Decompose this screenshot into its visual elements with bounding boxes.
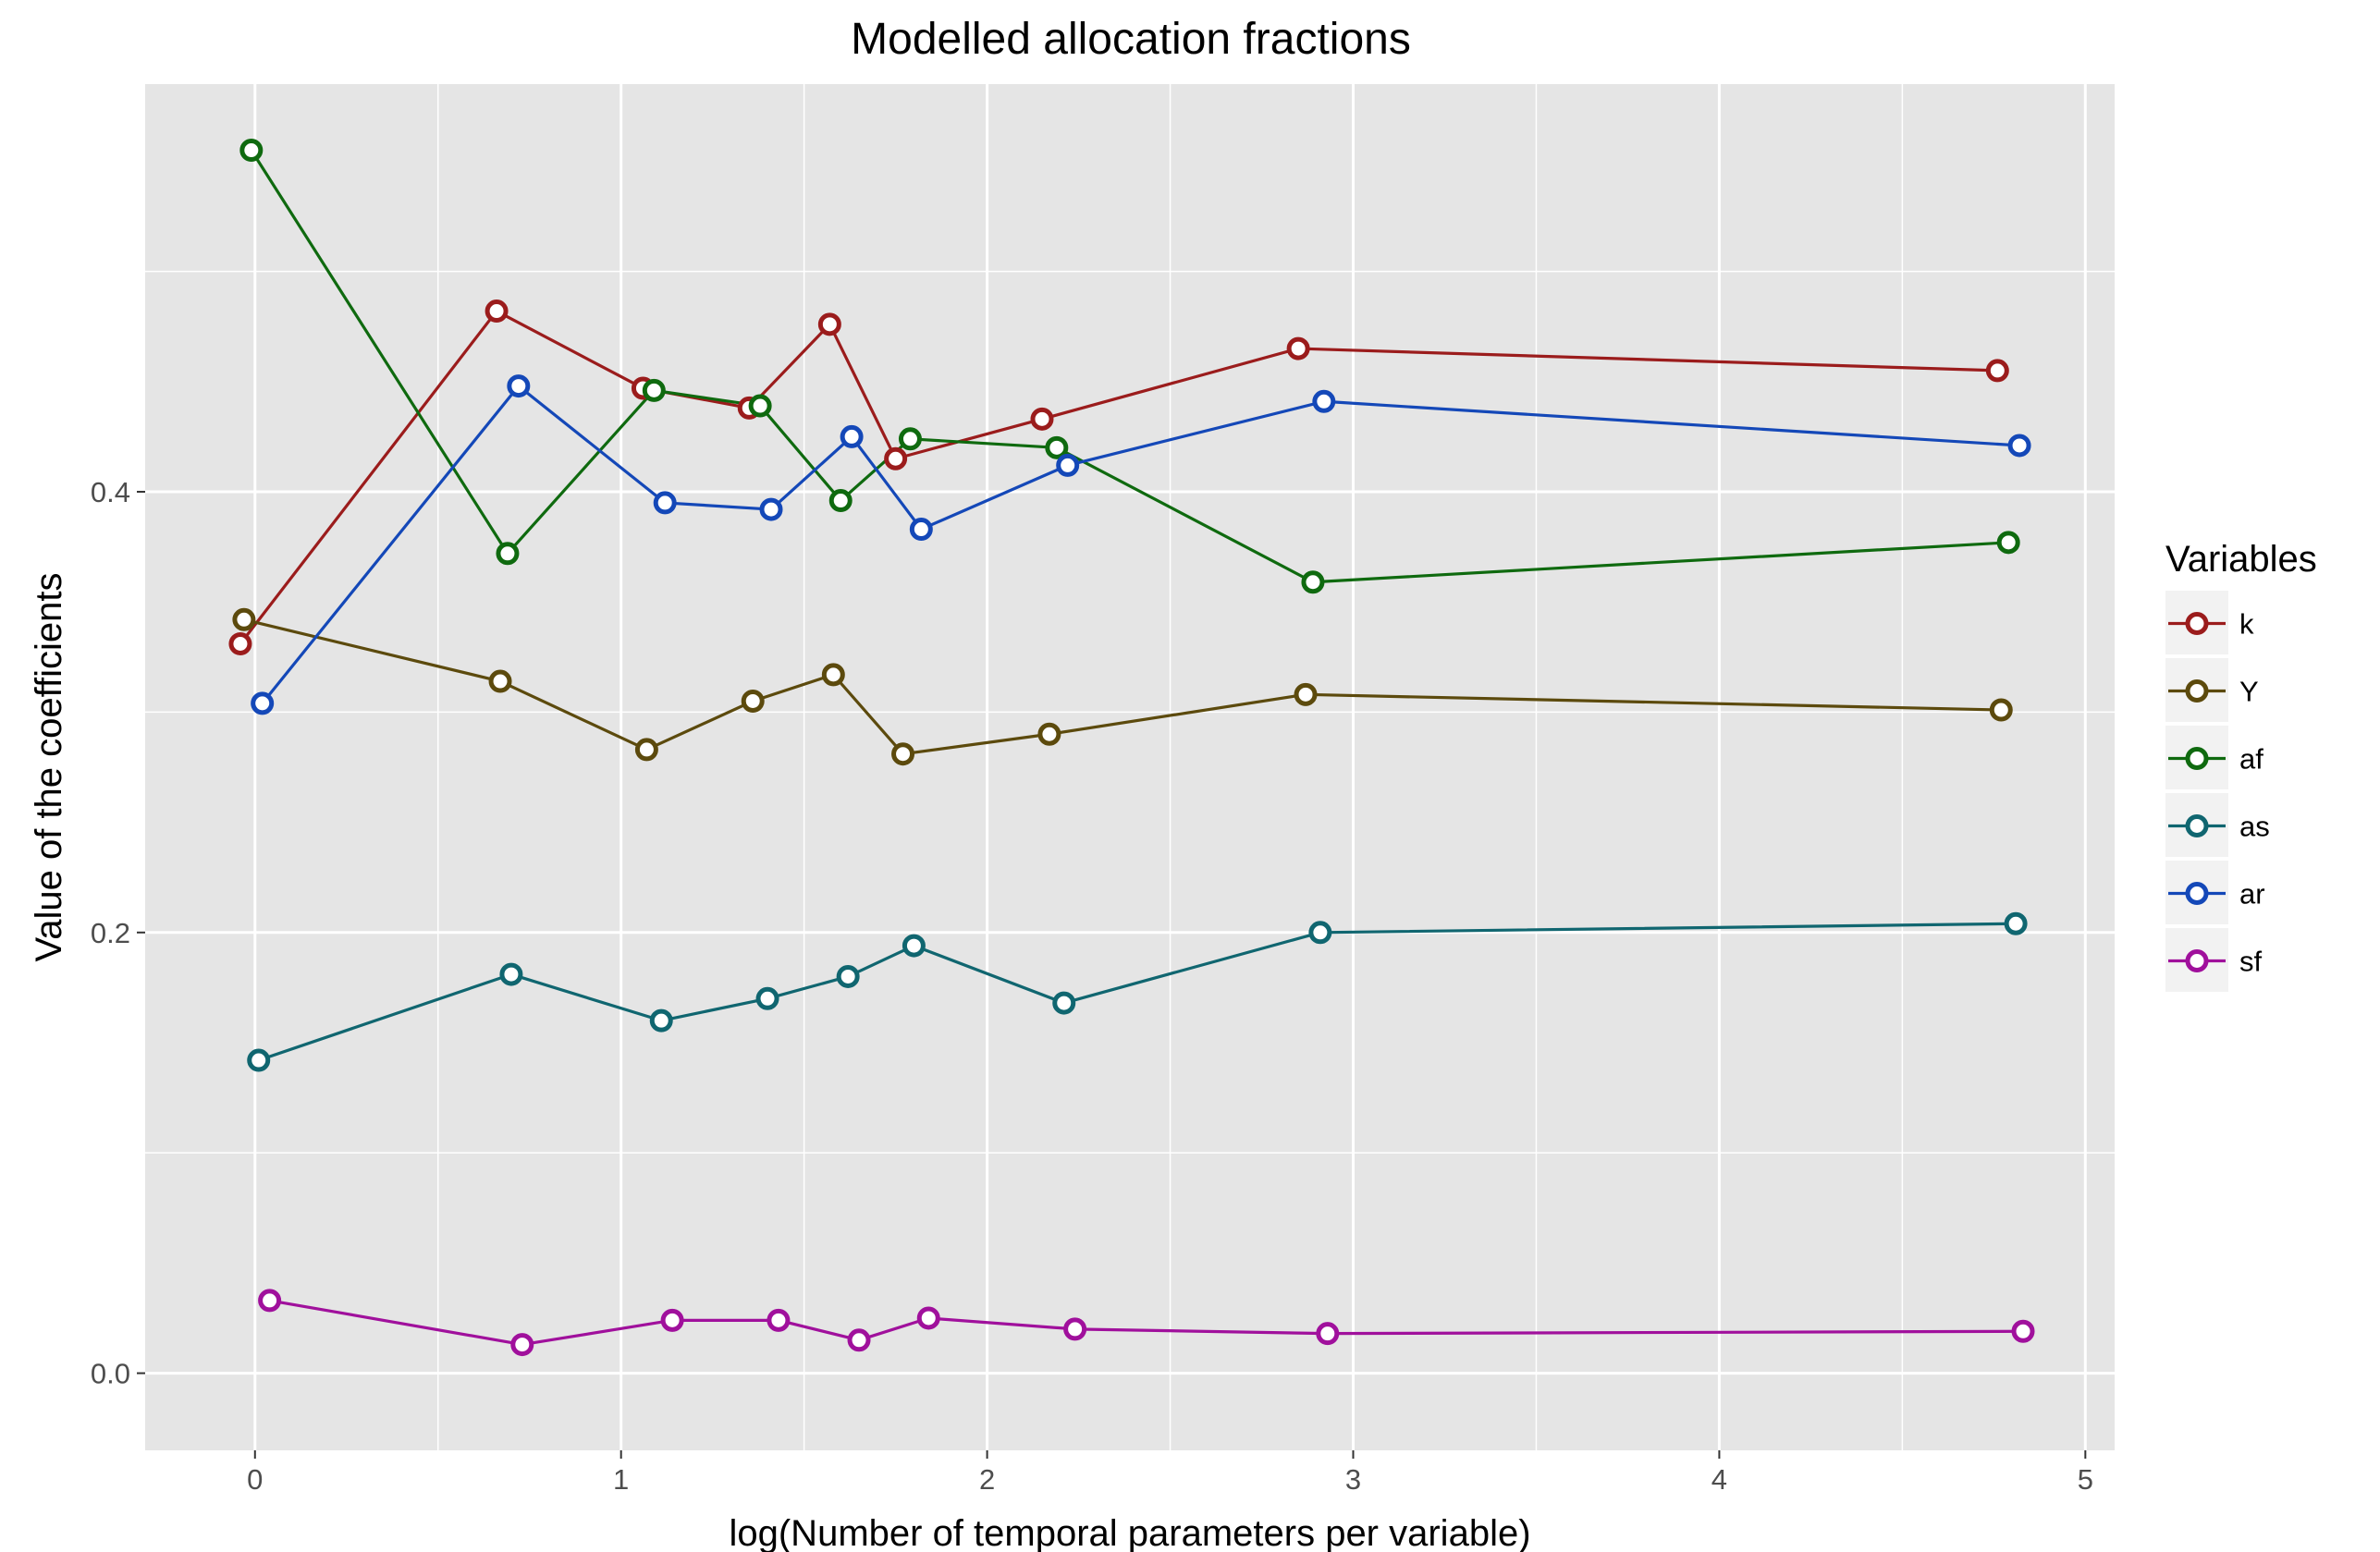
- major-gridlines: [145, 84, 2115, 1450]
- data-point-sf: [2011, 1319, 2035, 1343]
- legend-items: k Yaf as ar sf: [2165, 591, 2270, 992]
- x-tick-label: 1: [613, 1463, 629, 1496]
- data-point-sf: [847, 1328, 871, 1352]
- data-point-k: [485, 299, 509, 324]
- legend: Variables k Yaf as ar sf: [2165, 539, 2317, 992]
- x-tick-label: 2: [979, 1463, 995, 1496]
- data-point-as: [2004, 911, 2028, 935]
- legend-title: Variables: [2165, 539, 2317, 580]
- data-point-as: [649, 1008, 673, 1033]
- data-point-ar: [909, 518, 933, 542]
- legend-label-af: af: [2239, 743, 2263, 776]
- data-point-Y: [741, 689, 765, 713]
- data-point-as: [902, 934, 926, 958]
- data-point-ar: [507, 374, 531, 398]
- legend-key-point-ar: [2185, 882, 2209, 905]
- legend-label-sf: sf: [2239, 946, 2263, 978]
- data-point-as: [755, 986, 779, 1010]
- data-point-sf: [258, 1289, 282, 1313]
- y-tick-label: 0.4: [91, 476, 130, 508]
- x-tick-label: 3: [1345, 1463, 1361, 1496]
- data-point-k: [1030, 407, 1054, 431]
- data-point-Y: [1989, 698, 2013, 722]
- plot-panel: [145, 84, 2115, 1450]
- data-point-as: [836, 964, 860, 988]
- data-point-sf: [1316, 1322, 1340, 1346]
- data-point-as: [499, 962, 523, 986]
- data-point-af: [642, 378, 666, 402]
- legend-label-k: k: [2239, 608, 2254, 641]
- data-point-af: [828, 489, 853, 513]
- data-point-af: [1996, 531, 2020, 555]
- data-point-Y: [634, 738, 658, 762]
- x-tick-label: 4: [1711, 1463, 1727, 1496]
- x-tick-label: 5: [2078, 1463, 2093, 1496]
- data-point-k: [817, 312, 841, 336]
- data-point-k: [1286, 336, 1310, 361]
- y-tick-label: 0.2: [91, 917, 130, 949]
- legend-label-as: as: [2239, 811, 2270, 843]
- y-axis-title: Value of the coefficients: [29, 572, 69, 961]
- legend-key-point-sf: [2185, 949, 2209, 972]
- data-point-sf: [660, 1308, 684, 1332]
- series-layer: [228, 139, 2035, 1357]
- legend-key-point-af: [2185, 747, 2209, 770]
- data-point-af: [748, 394, 772, 418]
- x-tick-label: 0: [247, 1463, 263, 1496]
- legend-key-point-k: [2185, 612, 2209, 635]
- data-point-Y: [488, 669, 512, 693]
- data-point-ar: [840, 424, 864, 448]
- y-axis: 0.0 0.2 0.4: [91, 476, 145, 1390]
- data-point-ar: [653, 491, 677, 515]
- data-point-ar: [1312, 389, 1336, 413]
- data-point-af: [239, 139, 264, 163]
- data-point-as: [1052, 991, 1076, 1015]
- x-axis: 0 1 2 3 4 5: [247, 1450, 2093, 1496]
- data-point-sf: [767, 1308, 791, 1332]
- data-point-af: [1045, 435, 1069, 459]
- data-point-ar: [2007, 434, 2031, 458]
- data-point-Y: [1294, 682, 1318, 706]
- data-point-Y: [232, 607, 256, 631]
- data-point-af: [898, 427, 922, 451]
- legend-key-point-Y: [2185, 679, 2209, 703]
- data-point-af: [1301, 570, 1325, 594]
- data-point-as: [1308, 921, 1332, 945]
- data-point-Y: [1037, 722, 1061, 746]
- data-point-sf: [916, 1306, 940, 1330]
- data-point-ar: [251, 691, 275, 715]
- legend-key-point-as: [2185, 814, 2209, 837]
- data-point-Y: [891, 742, 915, 766]
- data-point-k: [228, 632, 252, 656]
- legend-label-ar: ar: [2239, 878, 2265, 910]
- chart-title: Modelled allocation fractions: [851, 15, 1411, 64]
- data-point-as: [247, 1048, 271, 1072]
- legend-label-Y: Y: [2239, 676, 2259, 708]
- data-point-Y: [821, 663, 845, 687]
- data-point-k: [884, 446, 908, 470]
- x-axis-title: log(Number of temporal parameters per va…: [729, 1513, 1530, 1552]
- data-point-ar: [759, 497, 783, 521]
- minor-gridlines: [145, 84, 2115, 1450]
- data-point-sf: [1063, 1317, 1087, 1341]
- data-point-ar: [1056, 453, 1080, 477]
- data-point-k: [1985, 359, 2009, 383]
- data-point-af: [496, 542, 520, 566]
- data-point-sf: [510, 1333, 534, 1357]
- y-tick-label: 0.0: [91, 1358, 130, 1390]
